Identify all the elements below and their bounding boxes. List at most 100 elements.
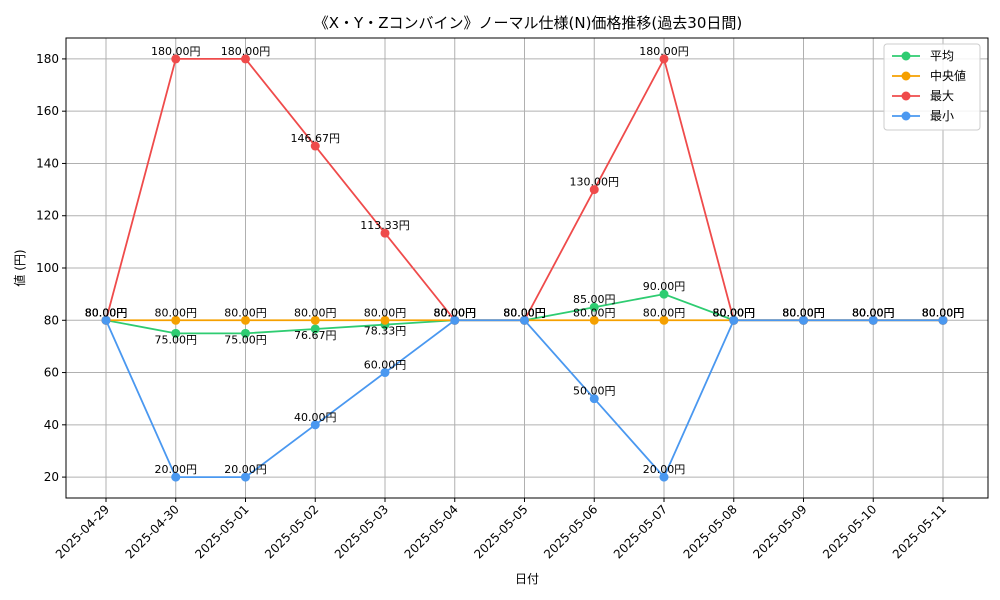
x-tick-label: 2025-05-03 xyxy=(332,502,391,561)
data-label: 78.33円 xyxy=(364,325,407,338)
data-label: 113.33円 xyxy=(360,219,410,232)
x-tick-label: 2025-05-05 xyxy=(471,502,530,561)
data-label: 80.00円 xyxy=(782,306,825,319)
data-label: 80.00円 xyxy=(852,306,895,319)
data-point xyxy=(659,54,669,64)
legend-swatch-marker xyxy=(901,51,911,61)
data-label: 80.00円 xyxy=(503,306,546,319)
data-label: 80.00円 xyxy=(503,306,546,319)
data-label: 80.00円 xyxy=(852,306,895,319)
x-tick-label: 2025-05-06 xyxy=(541,502,600,561)
legend-entry: 中央値 xyxy=(930,68,966,83)
data-label: 180.00円 xyxy=(639,45,689,58)
data-label: 80.00円 xyxy=(434,306,477,319)
data-label: 80.00円 xyxy=(434,306,477,319)
legend-box xyxy=(883,43,981,131)
y-tick-label: 80 xyxy=(44,313,59,327)
data-label: 80.00円 xyxy=(852,306,895,319)
x-tick-label: 2025-05-11 xyxy=(890,502,949,561)
data-label: 80.00円 xyxy=(782,306,825,319)
data-label: 80.00円 xyxy=(85,306,128,319)
data-point xyxy=(171,315,181,325)
data-label: 80.00円 xyxy=(364,306,407,319)
data-point xyxy=(799,315,808,325)
y-tick-label: 100 xyxy=(36,261,59,275)
data-point xyxy=(171,472,181,482)
y-tick-label: 120 xyxy=(36,209,59,223)
data-label: 80.00円 xyxy=(155,306,198,319)
data-point xyxy=(171,54,181,64)
data-point xyxy=(241,328,250,338)
data-point xyxy=(589,302,599,312)
data-point xyxy=(450,315,460,325)
x-tick-label: 2025-05-01 xyxy=(192,502,251,561)
data-label: 75.00円 xyxy=(155,333,198,346)
data-point xyxy=(310,315,320,325)
data-point xyxy=(589,185,599,195)
y-axis: 20 40 60 80 100 120 140 160 180 xyxy=(36,52,66,484)
data-label: 80.00円 xyxy=(713,306,756,319)
data-label: 80.00円 xyxy=(503,306,546,319)
y-axis-title: 値 (円) xyxy=(12,249,27,286)
data-point xyxy=(589,315,599,325)
data-label: 80.00円 xyxy=(852,306,895,319)
data-label: 80.00円 xyxy=(922,306,965,319)
data-point xyxy=(241,54,250,64)
chart-title: 《X・Y・Zコンバイン》ノーマル仕様(N)価格推移(過去30日間) xyxy=(314,14,742,32)
data-label: 80.00円 xyxy=(85,306,128,319)
data-label: 80.00円 xyxy=(922,306,965,319)
data-labels: 80.00円 75.00円 75.00円 76.67円 78.33円 80.00円 80.0… xyxy=(85,45,965,476)
data-point xyxy=(310,420,320,430)
data-label: 146.67円 xyxy=(291,132,341,145)
data-label: 80.00円 xyxy=(782,306,825,319)
data-label: 80.00円 xyxy=(643,306,686,319)
data-label: 180.00円 xyxy=(151,45,201,58)
y-tick-label: 160 xyxy=(36,104,59,118)
data-label: 20.00円 xyxy=(224,463,267,476)
data-label: 76.67円 xyxy=(294,329,337,342)
data-label: 130.00円 xyxy=(570,176,620,189)
data-label: 80.00円 xyxy=(434,306,477,319)
data-point xyxy=(380,228,390,238)
data-label: 60.00円 xyxy=(364,359,407,372)
y-tick-label: 180 xyxy=(36,52,59,66)
data-label: 20.00円 xyxy=(643,463,686,476)
legend-swatch-marker xyxy=(901,111,911,121)
x-tick-label: 2025-04-29 xyxy=(53,502,112,561)
data-label: 85.00円 xyxy=(573,293,616,306)
data-point xyxy=(171,328,181,338)
data-point xyxy=(520,315,529,325)
data-point xyxy=(101,315,111,325)
y-tick-label: 40 xyxy=(44,418,59,432)
x-axis-title: 日付 xyxy=(515,572,539,586)
data-label: 80.00円 xyxy=(573,306,616,319)
x-tick-label: 2025-05-10 xyxy=(820,502,879,561)
x-tick-label: 2025-05-09 xyxy=(750,502,809,561)
legend-swatch-marker xyxy=(901,91,911,101)
data-point xyxy=(380,368,390,378)
data-label: 50.00円 xyxy=(573,385,616,398)
data-point xyxy=(310,141,320,151)
data-point xyxy=(868,315,878,325)
y-tick-label: 60 xyxy=(44,366,59,380)
data-label: 80.00円 xyxy=(85,306,128,319)
data-label: 20.00円 xyxy=(155,463,198,476)
data-label: 80.00円 xyxy=(782,306,825,319)
data-point xyxy=(380,315,390,325)
data-label: 80.00円 xyxy=(503,306,546,319)
x-tick-label: 2025-04-30 xyxy=(123,502,182,561)
x-tick-label: 2025-05-04 xyxy=(402,502,461,561)
data-point xyxy=(310,324,320,334)
legend-swatch-marker xyxy=(901,71,911,81)
data-label: 80.00円 xyxy=(713,306,756,319)
data-label: 80.00円 xyxy=(922,306,965,319)
data-point xyxy=(659,472,669,482)
x-tick-label: 2025-05-07 xyxy=(611,502,670,561)
x-tick-label: 2025-05-08 xyxy=(681,502,740,561)
data-label: 80.00円 xyxy=(713,306,756,319)
y-tick-label: 20 xyxy=(44,470,59,484)
series-layer xyxy=(101,54,948,482)
data-label: 90.00円 xyxy=(643,280,686,293)
data-label: 80.00円 xyxy=(434,306,477,319)
